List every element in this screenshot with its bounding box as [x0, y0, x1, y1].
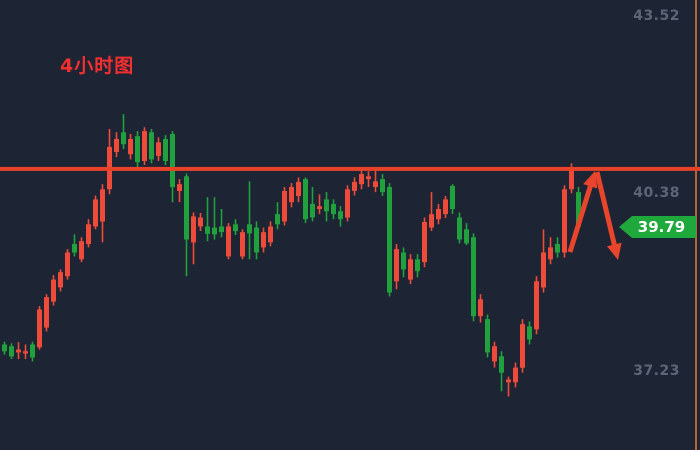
candlestick: [86, 219, 91, 248]
candlestick: [177, 179, 182, 203]
candlestick: [303, 177, 308, 224]
candlestick: [471, 233, 476, 322]
candlestick: [114, 132, 119, 158]
candlestick: [226, 223, 231, 260]
candlestick: [555, 237, 560, 258]
candlestick: [485, 314, 490, 358]
candlestick: [331, 199, 336, 220]
candlestick: [366, 171, 371, 187]
timeframe-title: 4小时图: [60, 55, 135, 77]
candlestick: [464, 223, 469, 246]
candlestick: [100, 184, 105, 243]
candlestick: [429, 192, 434, 231]
trend-arrow-up: [567, 171, 598, 253]
candlestick: [142, 127, 147, 165]
candlestick: [30, 341, 35, 362]
candlestick: [450, 184, 455, 215]
candlestick: [58, 269, 63, 292]
axis-border-line: [695, 0, 697, 450]
candlestick: [149, 128, 154, 164]
candlestick: [387, 183, 392, 297]
candlestick: [9, 343, 14, 360]
candlestick: [380, 174, 385, 196]
candlestick: [170, 131, 175, 203]
candlestick: [93, 195, 98, 230]
candlestick: [23, 344, 28, 360]
candlestick: [135, 131, 140, 168]
candlestick: [310, 187, 315, 222]
candlestick: [296, 177, 301, 203]
candlestick: [527, 321, 532, 345]
candlestick: [457, 212, 462, 244]
candlestick: [51, 275, 56, 306]
candlestick: [345, 185, 350, 222]
last-price-value: 39.79: [637, 218, 686, 236]
candlestick: [275, 202, 280, 230]
candlestick: [478, 294, 483, 323]
candlestick: [422, 217, 427, 268]
candlestick: [324, 192, 329, 222]
candlestick: [317, 194, 322, 215]
candlestick: [373, 168, 378, 193]
candlestick: [191, 212, 196, 265]
candlestick: [219, 209, 224, 238]
candlestick: [492, 341, 497, 368]
candlestick: [401, 247, 406, 278]
last-price-tag: 39.79: [619, 216, 696, 238]
candlestick: [240, 229, 245, 260]
candlestick: [394, 244, 399, 290]
candlestick: [506, 376, 511, 397]
candlestick: [534, 276, 539, 335]
candlestick: [2, 341, 7, 355]
candlestick: [415, 254, 420, 278]
resistance-line: [0, 166, 700, 171]
candlestick: [184, 173, 189, 277]
candlestick: [16, 342, 21, 360]
candlestick: [261, 227, 266, 253]
candlestick: [282, 187, 287, 226]
candlestick: [121, 114, 126, 150]
candlestick: [562, 185, 567, 258]
candlestick: [163, 135, 168, 165]
candlestick: [156, 137, 161, 161]
candlestick: [268, 221, 273, 247]
candlestick: [254, 221, 259, 260]
candlestick: [233, 219, 238, 235]
trend-arrow-down: [594, 171, 622, 260]
candlestick: [198, 213, 203, 231]
candlestick: [548, 237, 553, 265]
candlestick: [352, 177, 357, 196]
candlestick: [212, 197, 217, 240]
candlestick: [72, 234, 77, 257]
candlestick: [541, 229, 546, 293]
candlestick: [205, 197, 210, 242]
candlestick: [520, 319, 525, 373]
candlestick: [408, 254, 413, 285]
candlestick: [338, 206, 343, 227]
candlestick: [79, 237, 84, 263]
candlestick: [107, 128, 112, 195]
candlestick: [44, 294, 49, 332]
candlestick: [443, 196, 448, 219]
candlestick: [247, 181, 252, 260]
candlestick: [513, 362, 518, 388]
candlestick: [499, 351, 504, 392]
candlestick: [359, 168, 364, 190]
candlestick: [128, 134, 133, 160]
candlestick: [289, 183, 294, 208]
candlestick: [436, 203, 441, 225]
candlestick: [37, 306, 42, 350]
candlestick: [65, 249, 70, 280]
